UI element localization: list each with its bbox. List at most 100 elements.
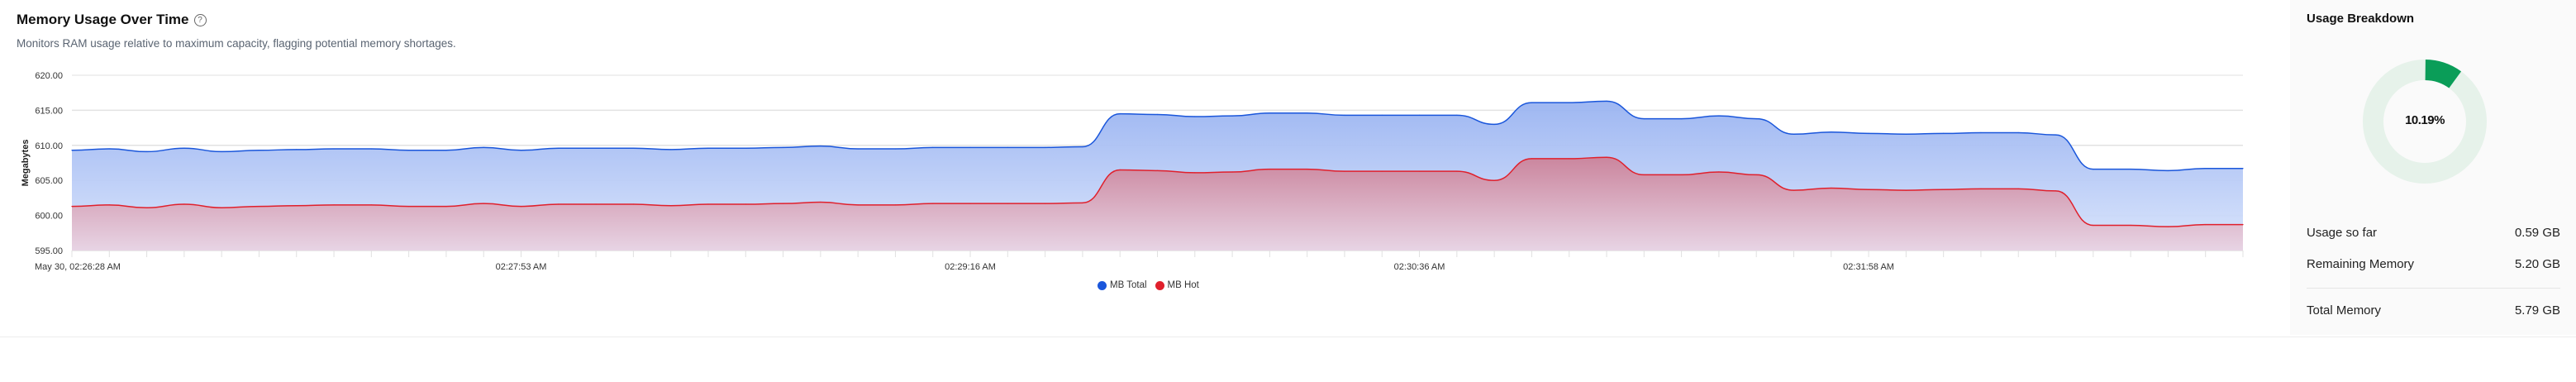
point-mb-hot[interactable] [595,203,597,205]
point-mb-hot[interactable] [333,204,335,206]
point-mb-total[interactable] [483,146,484,148]
point-mb-hot[interactable] [258,205,260,208]
point-mb-hot[interactable] [445,205,447,208]
point-mb-total[interactable] [632,147,634,149]
point-mb-total[interactable] [1231,115,1233,117]
point-mb-hot[interactable] [370,204,372,206]
point-mb-total[interactable] [2205,168,2207,170]
point-mb-hot[interactable] [670,205,672,207]
point-mb-hot[interactable] [1606,156,1607,158]
point-mb-total[interactable] [1493,123,1495,125]
point-mb-total[interactable] [1718,115,1720,117]
point-mb-hot[interactable] [745,203,746,205]
x-tick-label: 02:30:36 AM [1394,262,1445,272]
point-mb-total[interactable] [108,148,110,150]
point-mb-total[interactable] [145,150,148,153]
point-mb-total[interactable] [296,149,298,150]
point-mb-total[interactable] [1269,112,1270,114]
point-mb-total[interactable] [857,148,859,150]
point-mb-hot[interactable] [1381,170,1383,172]
point-mb-hot[interactable] [1269,169,1270,170]
point-mb-hot[interactable] [1418,170,1421,172]
point-mb-total[interactable] [707,147,709,149]
point-mb-hot[interactable] [1156,170,1159,171]
point-mb-hot[interactable] [558,203,559,205]
point-mb-hot[interactable] [2242,224,2244,226]
point-mb-total[interactable] [1868,132,1869,134]
point-mb-total[interactable] [1980,131,1982,134]
point-mb-hot[interactable] [969,203,971,204]
point-mb-hot[interactable] [1194,172,1196,174]
row-value: 0.59 GB [2514,226,2560,240]
point-mb-hot[interactable] [108,204,110,206]
point-mb-total[interactable] [1755,117,1757,120]
point-mb-total[interactable] [2242,168,2244,170]
point-mb-total[interactable] [1531,102,1533,103]
point-mb-hot[interactable] [2055,190,2057,192]
point-mb-hot[interactable] [707,203,709,205]
point-mb-hot[interactable] [1643,174,1645,176]
x-tick-label: May 30, 02:26:28 AM [35,262,121,272]
y-tick-label: 605.00 [35,176,63,186]
point-mb-hot[interactable] [1755,174,1757,176]
point-mb-hot[interactable] [71,205,73,208]
point-mb-hot[interactable] [296,205,298,207]
point-mb-hot[interactable] [483,203,484,204]
point-mb-hot[interactable] [820,201,821,203]
point-mb-total[interactable] [1082,146,1083,148]
point-mb-total[interactable] [1156,113,1159,116]
point-mb-total[interactable] [2167,170,2169,171]
point-mb-total[interactable] [1456,114,1458,116]
point-mb-total[interactable] [595,147,597,149]
point-mb-total[interactable] [932,146,934,148]
point-mb-hot[interactable] [2205,224,2207,226]
point-mb-hot[interactable] [932,203,934,204]
point-mb-total[interactable] [670,149,672,150]
point-mb-total[interactable] [2017,131,2019,134]
point-mb-total[interactable] [969,146,971,148]
point-mb-total[interactable] [1681,117,1683,120]
point-mb-total[interactable] [1007,146,1008,148]
point-mb-total[interactable] [894,148,897,150]
point-mb-hot[interactable] [1943,189,1945,190]
point-mb-hot[interactable] [1344,170,1345,172]
point-mb-hot[interactable] [1681,174,1683,176]
point-mb-total[interactable] [1643,117,1645,120]
point-mb-hot[interactable] [1531,158,1533,160]
point-mb-total[interactable] [333,148,335,150]
point-mb-hot[interactable] [1231,171,1233,173]
point-mb-hot[interactable] [1793,189,1795,191]
point-mb-total[interactable] [183,147,185,149]
point-mb-total[interactable] [1418,114,1421,116]
point-mb-total[interactable] [558,147,559,149]
point-mb-total[interactable] [1793,133,1795,135]
point-mb-hot[interactable] [632,203,634,205]
point-mb-total[interactable] [370,148,372,150]
row-usage-so-far: Usage so far 0.59 GB [2307,226,2560,240]
point-mb-total[interactable] [1606,100,1607,102]
point-mb-hot[interactable] [1007,203,1008,204]
point-mb-hot[interactable] [1493,179,1495,181]
row-value: 5.20 GB [2514,257,2560,271]
legend-item-mb-total[interactable]: MB Total [1098,280,1147,290]
point-mb-total[interactable] [1381,114,1383,116]
point-mb-hot[interactable] [894,204,897,206]
point-mb-total[interactable] [221,150,222,153]
point-mb-total[interactable] [1119,113,1121,115]
point-mb-total[interactable] [1905,133,1907,135]
legend-label: MB Total [1110,280,1147,290]
point-mb-hot[interactable] [1456,170,1458,172]
point-mb-total[interactable] [2055,134,2057,136]
point-mb-hot[interactable] [1905,189,1907,191]
question-circle-icon[interactable]: ? [193,13,207,26]
point-mb-total[interactable] [1344,114,1345,116]
point-mb-hot[interactable] [183,203,185,205]
point-mb-hot[interactable] [1718,171,1720,173]
point-mb-total[interactable] [745,147,746,149]
point-mb-total[interactable] [1943,132,1945,134]
point-mb-hot[interactable] [857,204,859,206]
point-mb-hot[interactable] [408,205,410,208]
legend-item-mb-hot[interactable]: MB Hot [1155,280,1199,290]
point-mb-hot[interactable] [1868,189,1869,190]
point-mb-total[interactable] [1194,116,1196,117]
